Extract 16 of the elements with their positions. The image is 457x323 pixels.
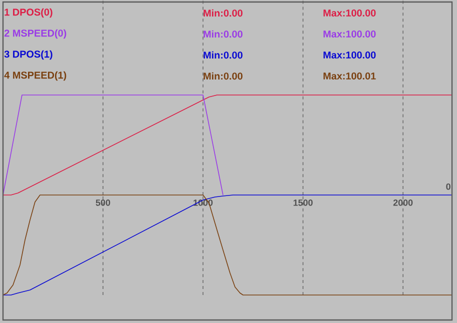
text: 2 MSPEED(0) (4, 29, 66, 39)
text: 3 DPOS(1) (4, 50, 52, 60)
text: 4 MSPEED(1) (4, 71, 66, 81)
text: Max:100.00 (324, 30, 376, 38)
text: Min:0.00 (204, 30, 242, 38)
text: Min:0.00 (204, 51, 242, 59)
annotation: 0 (446, 183, 450, 190)
text: Min:0.00 (204, 72, 242, 80)
x-tick-label: 1500 (294, 200, 313, 206)
x-tick-label: 2000 (393, 200, 413, 206)
text: Max:100.00 (324, 9, 376, 17)
text: Max:100.01 (324, 72, 376, 80)
x-tick-label: 500 (96, 200, 110, 206)
text: Max:100.00 (324, 51, 376, 59)
text: 1 DPOS(0) (4, 8, 52, 18)
text: Min:0.00 (204, 9, 242, 17)
